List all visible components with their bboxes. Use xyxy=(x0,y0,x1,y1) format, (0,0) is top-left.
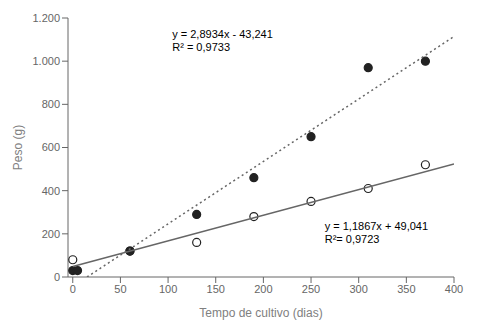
svg-text:0: 0 xyxy=(70,283,76,295)
svg-text:350: 350 xyxy=(397,283,415,295)
svg-text:800: 800 xyxy=(42,98,60,110)
svg-text:150: 150 xyxy=(207,283,225,295)
html-text:R² = 0,9733: R² = 0,9733 xyxy=(172,41,230,54)
svg-text:200: 200 xyxy=(254,283,272,295)
svg-text:1.000: 1.000 xyxy=(32,55,60,67)
svg-text:0: 0 xyxy=(54,271,60,283)
svg-text:Peso (g): Peso (g) xyxy=(11,125,25,170)
svg-text:1.200: 1.200 xyxy=(32,12,60,24)
svg-text:400: 400 xyxy=(445,283,463,295)
svg-text:250: 250 xyxy=(302,283,320,295)
svg-text:300: 300 xyxy=(350,283,368,295)
svg-text:100: 100 xyxy=(159,283,177,295)
svg-text:400: 400 xyxy=(42,185,60,197)
svg-text:50: 50 xyxy=(114,283,126,295)
html-text:R²= 0,9723: R²= 0,9723 xyxy=(324,233,380,245)
html-text:y = 1,1867x + 49,041: y = 1,1867x + 49,041 xyxy=(324,220,429,232)
html-text:y = 2,8934x - 43,241: y = 2,8934x - 43,241 xyxy=(172,28,273,41)
svg-text:200: 200 xyxy=(42,228,60,240)
svg-text:Tempo de cultivo (dias): Tempo de cultivo (dias) xyxy=(199,306,322,320)
svg-text:600: 600 xyxy=(42,141,60,153)
